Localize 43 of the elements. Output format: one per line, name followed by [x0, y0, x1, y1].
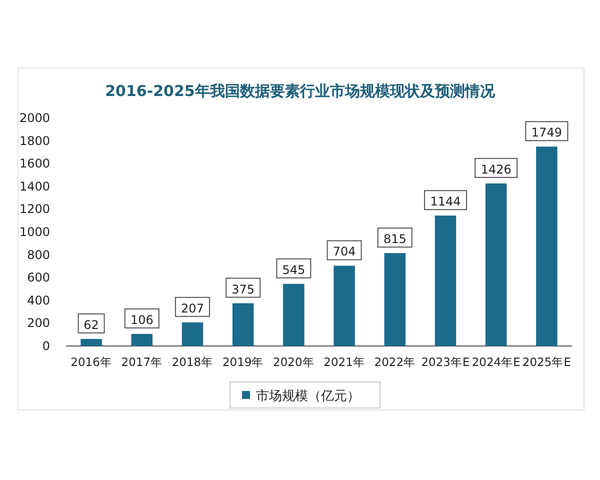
data-label: 207: [181, 301, 204, 316]
bar: [182, 322, 204, 346]
data-label: 704: [332, 244, 356, 259]
x-tick-label: 2018年: [172, 355, 214, 369]
y-tick-label: 800: [27, 248, 50, 262]
data-label: 62: [84, 318, 99, 332]
y-tick-label: 1800: [19, 134, 50, 148]
x-tick-label: 2016年: [70, 355, 112, 369]
y-tick-label: 200: [27, 316, 50, 330]
bar: [283, 284, 304, 346]
bar: [485, 183, 507, 346]
x-tick-label: 2024年E: [472, 355, 520, 369]
data-label: 545: [282, 262, 306, 277]
bar: [80, 338, 102, 346]
data-label: 815: [383, 232, 406, 246]
x-tick-label: 2017年: [121, 355, 163, 369]
data-label: 1144: [430, 194, 461, 209]
data-label: 106: [130, 312, 154, 327]
y-tick-label: 1400: [19, 179, 50, 194]
y-tick-label: 600: [27, 270, 50, 285]
x-tick-label: 2023年E: [421, 355, 470, 369]
chart-title: 2016-2025年我国数据要素行业市场规模现状及预测情况: [105, 82, 496, 100]
bar: [384, 253, 406, 346]
bar: [334, 266, 355, 346]
x-tick-label: 2021年: [324, 355, 365, 369]
bar: [536, 146, 558, 346]
data-label: 1426: [480, 162, 512, 176]
bar: [232, 303, 254, 346]
x-tick-label: 2020年: [273, 355, 314, 369]
y-tick-label: 0: [42, 339, 50, 353]
y-tick-label: 1000: [19, 225, 50, 239]
x-tick-label: 2025年E: [522, 355, 571, 369]
bar: [434, 216, 456, 346]
x-tick-label: 2019年: [222, 355, 264, 369]
y-tick-label: 400: [27, 293, 50, 308]
data-label: 375: [232, 282, 255, 296]
y-tick-label: 1600: [19, 156, 50, 171]
x-tick-label: 2022年: [374, 355, 416, 369]
legend-label: 市场规模（亿元）: [256, 389, 360, 404]
bar: [131, 334, 153, 346]
y-tick-label: 1200: [19, 202, 50, 216]
data-label: 1749: [531, 126, 562, 140]
y-tick-label: 2000: [19, 111, 50, 125]
